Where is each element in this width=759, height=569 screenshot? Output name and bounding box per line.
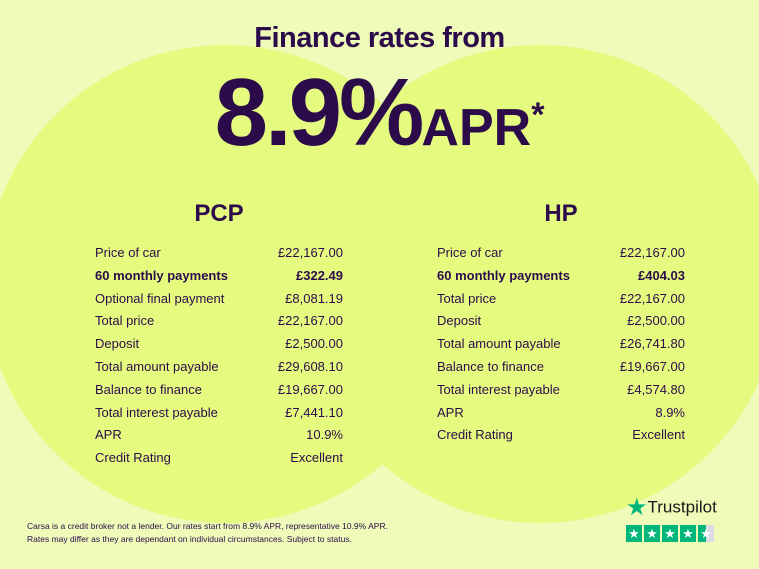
trustpilot-name: Trustpilot — [647, 497, 717, 517]
table-row: APR 10.9% — [95, 424, 343, 447]
rating-star-icon: ★ — [644, 525, 660, 542]
row-label: Price of car — [95, 245, 161, 260]
row-label: 60 monthly payments — [437, 267, 570, 283]
apr-label: APR — [421, 99, 532, 157]
table-row: Total interest payable £4,574.80 — [437, 379, 685, 402]
pcp-table: PCP Price of car £22,167.00 60 monthly pay… — [95, 200, 343, 470]
rating-star-icon: ★ — [626, 525, 642, 542]
row-label: APR — [95, 427, 122, 443]
table-row: Credit Rating Excellent — [437, 424, 685, 447]
table-row: Balance to finance £19,667.00 — [95, 379, 343, 402]
headline: Finance rates from — [254, 22, 505, 54]
disclaimer: Carsa is a credit broker not a lender. O… — [27, 520, 388, 546]
row-label: Total price — [437, 290, 497, 306]
pcp-title: PCP — [194, 200, 244, 227]
row-value: £29,608.10 — [277, 358, 343, 374]
rating-star-icon: ★ — [680, 525, 696, 542]
rate-value: 8.9% — [214, 59, 425, 166]
table-row: Total amount payable £29,608.10 — [95, 356, 343, 379]
row-value: Excellent — [290, 450, 343, 466]
row-label: Total interest payable — [437, 381, 560, 397]
trustpilot-rating: ★ ★ ★ ★ ★ — [626, 525, 717, 542]
row-label: Credit Rating — [437, 427, 513, 443]
row-value: £22,167.00 — [277, 313, 343, 329]
row-value: £2,500.00 — [627, 313, 685, 329]
row-value: £7,441.10 — [285, 404, 343, 420]
table-row: Optional final payment £8,081.19 — [95, 288, 343, 311]
row-value: £22,167.00 — [277, 245, 343, 260]
table-row: Total price £22,167.00 — [437, 288, 685, 311]
hp-title: HP — [544, 200, 578, 227]
asterisk: * — [531, 96, 545, 134]
rate-display: 8.9%APR* — [0, 58, 759, 168]
table-row: Deposit £2,500.00 — [95, 333, 343, 356]
trustpilot-star-icon: ★ — [626, 494, 648, 521]
table-row: Price of car £22,167.00 — [95, 242, 343, 265]
row-label: Total price — [95, 313, 155, 329]
row-value: £22,167.00 — [619, 290, 685, 306]
row-label: Total amount payable — [95, 358, 219, 374]
table-row: Credit Rating Excellent — [95, 447, 343, 470]
row-value: £4,574.80 — [627, 381, 685, 397]
row-value: Excellent — [632, 427, 685, 443]
row-value: £2,500.00 — [285, 336, 343, 352]
row-value: 8.9% — [655, 404, 685, 420]
table-row: Price of car £22,167.00 — [437, 242, 685, 265]
rating-star-icon: ★ — [698, 525, 714, 542]
table-row: Total interest payable £7,441.10 — [95, 402, 343, 425]
row-label: Price of car — [437, 245, 503, 260]
row-value: £404.03 — [638, 267, 685, 283]
row-value: 10.9% — [306, 427, 343, 443]
row-label: Deposit — [95, 336, 140, 352]
table-row: 60 monthly payments £404.03 — [437, 265, 685, 288]
row-label: Balance to finance — [437, 358, 544, 374]
row-value: £322.49 — [296, 267, 343, 283]
row-label: Optional final payment — [95, 290, 225, 306]
table-row: Total amount payable £26,741.80 — [437, 333, 685, 356]
disclaimer-line-2: Rates may differ as they are dependant o… — [27, 534, 352, 544]
row-label: Deposit — [437, 313, 482, 329]
row-label: 60 monthly payments — [95, 267, 228, 283]
row-value: £22,167.00 — [619, 245, 685, 260]
table-row: 60 monthly payments £322.49 — [95, 265, 343, 288]
background-circle-right — [300, 45, 759, 523]
row-label: Credit Rating — [95, 450, 171, 466]
row-value: £8,081.19 — [285, 290, 343, 306]
row-value: £19,667.00 — [277, 381, 343, 397]
row-label: Total interest payable — [95, 404, 218, 420]
row-label: APR — [437, 404, 464, 420]
row-value: £26,741.80 — [619, 336, 685, 352]
rating-star-icon: ★ — [662, 525, 678, 542]
table-row: Total price £22,167.00 — [95, 310, 343, 333]
row-value: £19,667.00 — [619, 358, 685, 374]
row-label: Total amount payable — [437, 336, 561, 352]
trustpilot-badge: ★Trustpilot ★ ★ ★ ★ ★ — [626, 493, 717, 542]
row-label: Balance to finance — [95, 381, 202, 397]
disclaimer-line-1: Carsa is a credit broker not a lender. O… — [27, 521, 388, 531]
table-row: APR 8.9% — [437, 402, 685, 425]
table-row: Balance to finance £19,667.00 — [437, 356, 685, 379]
hp-table: HP Price of car £22,167.00 60 monthly paym… — [437, 200, 685, 447]
table-row: Deposit £2,500.00 — [437, 310, 685, 333]
